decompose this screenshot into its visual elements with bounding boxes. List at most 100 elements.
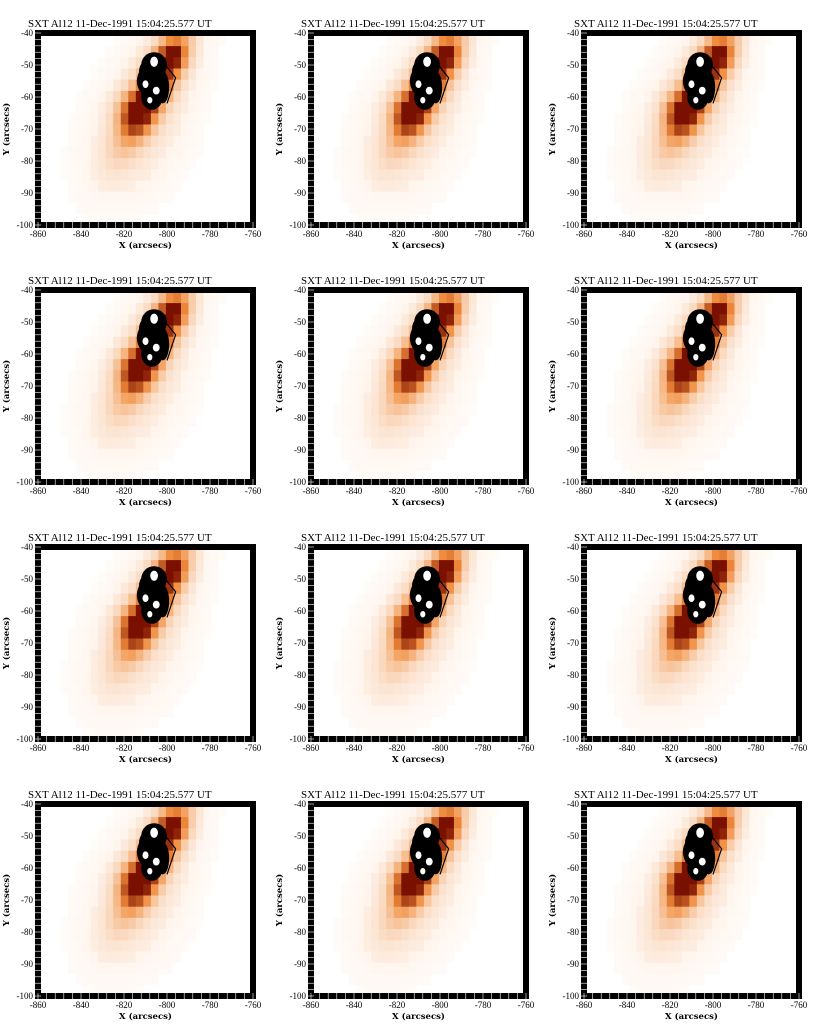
heatmap-cell <box>621 951 630 963</box>
heatmap-cell <box>113 347 122 360</box>
heatmap-cell <box>749 68 758 80</box>
heatmap-cell <box>469 113 477 125</box>
heatmap-cell <box>158 358 167 371</box>
heatmap-cell <box>704 705 713 717</box>
heatmap-cell <box>120 928 129 941</box>
x-tick-label: -820 <box>662 229 679 239</box>
heatmap-cell <box>742 358 750 371</box>
heatmap-cell <box>165 314 174 326</box>
heatmap-cell <box>659 660 668 673</box>
heatmap-cell <box>621 381 630 393</box>
heatmap-cell <box>60 660 69 673</box>
heatmap-cell <box>704 951 713 963</box>
heatmap-cell <box>416 146 425 159</box>
heatmap-cell <box>469 559 477 572</box>
heatmap-cell <box>621 917 630 930</box>
x-tick-label: -840 <box>619 229 636 239</box>
heatmap-cell <box>711 45 720 58</box>
heatmap-cell <box>681 951 690 963</box>
heatmap-cell <box>476 850 485 862</box>
heatmap-cell <box>629 90 637 103</box>
panel-title: SXT Al12 11-Dec-1991 15:04:25.577 UT <box>301 18 485 30</box>
y-axis-label: Y (arcsecs) <box>274 360 285 413</box>
heatmap-cell <box>666 571 675 583</box>
heatmap-cell <box>408 940 417 952</box>
heatmap-cell <box>128 627 137 639</box>
heatmap-cell <box>704 683 713 695</box>
heatmap-cell <box>150 191 159 203</box>
heatmap-cell <box>68 157 76 170</box>
heatmap-cell <box>681 962 690 974</box>
heatmap-cell <box>742 68 750 80</box>
heatmap-cell <box>644 370 653 382</box>
heatmap-cell <box>143 34 152 47</box>
heatmap-cell <box>681 45 690 58</box>
heatmap-cell <box>651 414 660 427</box>
heatmap-cell <box>90 627 99 639</box>
heatmap-cell <box>75 615 84 628</box>
contour-hole <box>688 337 695 346</box>
heatmap-cell <box>135 928 144 941</box>
heatmap-cell <box>674 940 683 952</box>
contour-line <box>435 575 450 618</box>
heatmap-cell <box>659 347 668 360</box>
heatmap-cell <box>636 638 645 650</box>
heatmap-cell <box>659 325 668 337</box>
heatmap-cell <box>629 962 637 974</box>
heatmap-cell <box>120 940 129 952</box>
heatmap-cell <box>469 34 477 47</box>
panel-title: SXT Al12 11-Dec-1991 15:04:25.577 UT <box>574 789 758 801</box>
heatmap-cell <box>614 437 622 449</box>
contour-line <box>162 61 177 104</box>
heatmap-cell <box>113 548 122 561</box>
image-panel: SXT Al12 11-Dec-1991 15:04:25.577 UT -860… <box>546 0 819 257</box>
heatmap-cell <box>644 951 653 963</box>
heatmap-cell <box>203 336 212 348</box>
heatmap-cell <box>150 180 159 192</box>
heatmap-cell <box>681 191 690 203</box>
heatmap-cell <box>60 671 69 684</box>
heatmap-cell <box>386 828 395 840</box>
heatmap-cell <box>135 437 144 449</box>
heatmap-cell <box>143 113 152 125</box>
heatmap-cell <box>83 437 91 449</box>
heatmap-cell <box>734 805 743 818</box>
heatmap-cell <box>135 917 144 930</box>
heatmap-cell <box>666 593 675 605</box>
heatmap-cell <box>651 828 660 840</box>
heatmap-cell <box>666 649 675 661</box>
heatmap-cell <box>461 861 470 874</box>
heatmap-cell <box>128 459 137 472</box>
heatmap-cell <box>135 906 144 918</box>
heatmap-cell <box>113 291 122 304</box>
heatmap-cell <box>629 671 637 684</box>
panel-chart: SXT Al12 11-Dec-1991 15:04:25.577 UT-860… <box>1 18 262 251</box>
heatmap-cell <box>378 872 387 885</box>
heatmap <box>60 290 227 483</box>
heatmap-cell <box>203 850 212 862</box>
heatmap-cell <box>446 906 455 918</box>
heatmap-cell <box>423 816 432 829</box>
heatmap-cell <box>203 314 212 326</box>
heatmap-cell <box>484 839 492 851</box>
heatmap-cell <box>173 157 182 170</box>
heatmap-cell <box>666 582 675 594</box>
heatmap-cell <box>68 940 76 952</box>
heatmap-cell <box>150 627 159 639</box>
heatmap-cell <box>165 414 174 427</box>
heatmap-cell <box>135 403 144 416</box>
heatmap-cell <box>180 548 189 561</box>
heatmap-cell <box>211 325 219 337</box>
heatmap-cell <box>105 872 114 885</box>
heatmap-cell <box>696 559 705 572</box>
frame-right <box>250 547 256 739</box>
heatmap-cell <box>105 68 114 80</box>
heatmap-cell <box>446 325 455 337</box>
heatmap-cell <box>165 403 174 416</box>
heatmap-cell <box>378 984 387 997</box>
heatmap-cell <box>113 984 122 997</box>
heatmap-cell <box>90 325 99 337</box>
heatmap-cell <box>446 302 455 315</box>
heatmap-cell <box>75 124 84 136</box>
heatmap-cell <box>196 381 204 393</box>
